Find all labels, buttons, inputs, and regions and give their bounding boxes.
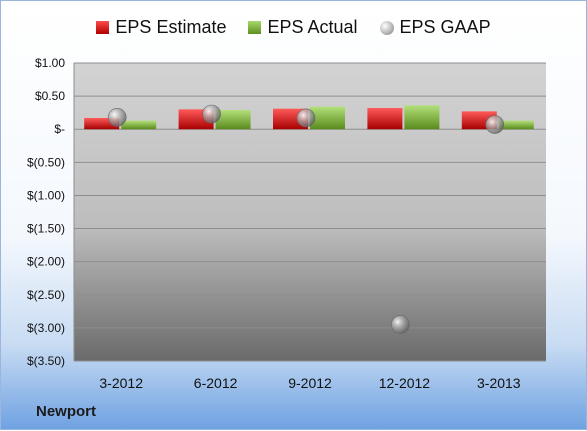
legend-item-eps-actual: EPS Actual [248, 17, 358, 38]
point-eps-gaap [391, 315, 410, 334]
x-tick-label: 3-2012 [99, 375, 143, 391]
point-eps-gaap [296, 108, 316, 128]
x-tick-label: 9-2012 [288, 375, 332, 391]
y-tick-label: $- [54, 122, 65, 136]
y-tick-label: $(0.50) [27, 155, 65, 169]
bar-eps-estimate [84, 117, 120, 130]
legend-swatch-eps-estimate [96, 21, 110, 34]
point-eps-gaap [485, 115, 505, 134]
y-tick-label: $(3.50) [27, 354, 65, 368]
bar-eps-actual [310, 106, 345, 130]
bar-eps-estimate [367, 108, 403, 130]
point-eps-gaap [202, 104, 221, 124]
bar-eps-actual [121, 120, 157, 130]
legend-item-eps-estimate: EPS Estimate [96, 17, 226, 38]
bar-eps-actual [498, 120, 534, 130]
y-tick-label: $(2.50) [27, 288, 65, 302]
y-tick-label: $(1.00) [27, 188, 65, 202]
x-tick-label: 12-2012 [379, 375, 431, 391]
x-tick-label: 6-2012 [194, 375, 238, 391]
bar-eps-actual [215, 110, 251, 130]
y-tick-label: $(3.00) [27, 321, 65, 335]
legend-swatch-eps-actual [248, 21, 262, 34]
y-tick-label: $(1.50) [27, 222, 65, 236]
legend-swatch-eps-gaap [379, 20, 394, 35]
company-label: Newport [36, 403, 96, 420]
y-tick-label: $0.50 [35, 89, 65, 103]
legend-label-eps-estimate: EPS Estimate [115, 17, 227, 37]
y-tick-label: $1.00 [35, 56, 65, 70]
legend-item-eps-gaap: EPS GAAP [379, 17, 491, 38]
legend-label-eps-actual: EPS Actual [267, 17, 358, 37]
point-eps-gaap [107, 108, 127, 127]
y-tick-label: $(2.00) [27, 255, 65, 269]
x-tick-label: 3-2013 [477, 375, 521, 391]
legend-label-eps-gaap: EPS GAAP [399, 17, 491, 37]
legend: EPS Estimate EPS Actual EPS GAAP [1, 17, 586, 38]
bar-eps-actual [404, 105, 440, 130]
